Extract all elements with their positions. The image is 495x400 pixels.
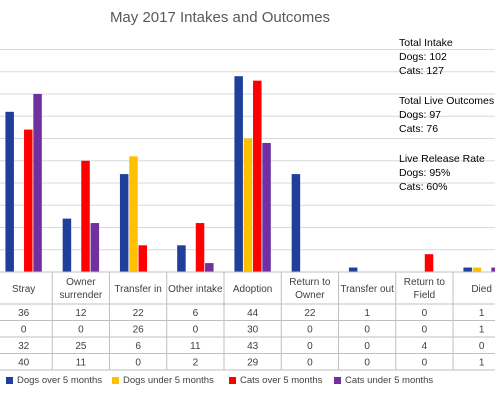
- table-value-transfer-in-dogs-under-5-months: 26: [133, 325, 145, 336]
- legend-label: Dogs over 5 months: [17, 375, 103, 386]
- chart-title: May 2017 Intakes and Outcomes: [109, 9, 331, 26]
- bar-return-to-owner-dogs-over-5-months: [291, 174, 301, 272]
- category-label-transfer-in: Transfer in: [114, 284, 161, 295]
- table-value-adoption-dogs-over-5-months: 44: [247, 308, 259, 319]
- table-value-stray-cats-under-5-months: 40: [18, 358, 30, 369]
- bar-transfer-in-dogs-over-5-months: [119, 174, 129, 272]
- legend-swatch: [229, 377, 236, 384]
- bar-other-intake-cats-over-5-months: [195, 223, 205, 272]
- table-value-return-to-field-dogs-under-5-months: 0: [422, 325, 428, 336]
- table-value-return-to-owner-dogs-over-5-months: 22: [304, 308, 316, 319]
- category-label-transfer-out: Transfer out: [340, 284, 394, 295]
- legend-swatch: [6, 377, 13, 384]
- total-live-outcomes-box: Total Live Outcomes Dogs: 97 Cats: 76: [399, 94, 494, 136]
- bar-other-intake-cats-under-5-months: [205, 263, 214, 272]
- total-intake-dogs: Dogs: 102: [399, 51, 447, 63]
- table-value-other-intake-cats-over-5-months: 11: [190, 341, 201, 352]
- table-value-died-cats-over-5-months: 0: [479, 341, 485, 352]
- legend-swatch: [334, 377, 341, 384]
- table-value-owner-surrender-dogs-over-5-months: 12: [75, 308, 87, 319]
- table-value-return-to-field-cats-under-5-months: 0: [422, 358, 428, 369]
- bar-transfer-out-dogs-over-5-months: [348, 267, 358, 272]
- table-value-return-to-field-cats-over-5-months: 4: [422, 341, 428, 352]
- live-release-rate-box: Live Release Rate Dogs: 95% Cats: 60%: [399, 152, 485, 194]
- legend-item-dogs-under-5-months: Dogs under 5 months: [112, 375, 214, 386]
- category-label-died: Died: [471, 284, 492, 295]
- bar-transfer-in-cats-over-5-months: [138, 245, 148, 272]
- category-label-return-to-field: Return to: [404, 277, 446, 288]
- live-release-rate-cats: Cats: 60%: [399, 181, 448, 193]
- bar-died-dogs-under-5-months: [472, 267, 482, 272]
- table-value-return-to-owner-cats-under-5-months: 0: [307, 358, 313, 369]
- table-value-transfer-in-dogs-over-5-months: 22: [133, 308, 145, 319]
- table-value-owner-surrender-cats-over-5-months: 25: [75, 341, 87, 352]
- table-value-adoption-cats-under-5-months: 29: [247, 358, 259, 369]
- table-value-return-to-owner-dogs-under-5-months: 0: [307, 325, 313, 336]
- category-label-stray: Stray: [12, 284, 35, 295]
- bar-return-to-field-cats-over-5-months: [424, 254, 434, 272]
- bar-other-intake-dogs-over-5-months: [177, 245, 186, 272]
- table-value-died-dogs-under-5-months: 1: [479, 325, 485, 336]
- category-label-return-to-owner: Owner: [295, 290, 325, 301]
- table-value-transfer-out-cats-over-5-months: 0: [364, 341, 370, 352]
- bar-adoption-dogs-under-5-months: [243, 138, 253, 272]
- total-live-outcomes-dogs: Dogs: 97: [399, 109, 442, 121]
- bar-adoption-cats-under-5-months: [262, 142, 271, 272]
- table-value-return-to-owner-cats-over-5-months: 0: [307, 341, 313, 352]
- bar-adoption-cats-over-5-months: [253, 80, 262, 273]
- total-intake-cats: Cats: 127: [399, 65, 444, 77]
- table-value-stray-dogs-over-5-months: 36: [18, 308, 30, 319]
- table-value-died-dogs-over-5-months: 1: [479, 308, 485, 319]
- table-value-adoption-dogs-under-5-months: 30: [247, 325, 259, 336]
- table-value-transfer-out-cats-under-5-months: 0: [364, 358, 370, 369]
- legend-item-dogs-over-5-months: Dogs over 5 months: [6, 375, 102, 386]
- legend-item-cats-under-5-months: Cats under 5 months: [334, 375, 433, 386]
- total-intake-box: Total Intake Dogs: 102 Cats: 127: [399, 36, 453, 78]
- bar-chart: Stray Owner surrender Transfer in Other inta…: [0, 49, 495, 371]
- bar-stray-cats-under-5-months: [33, 94, 42, 272]
- legend-swatch: [112, 377, 119, 384]
- bar-died-dogs-over-5-months: [463, 267, 472, 272]
- total-live-outcomes-heading: Total Live Outcomes: [399, 95, 495, 107]
- legend-label: Dogs under 5 months: [123, 375, 214, 386]
- bar-stray-cats-over-5-months: [24, 129, 33, 272]
- category-label-return-to-field: Field: [414, 290, 436, 301]
- bar-died-cats-under-5-months: [491, 267, 495, 272]
- table-value-stray-cats-over-5-months: 32: [18, 341, 30, 352]
- bar-owner-surrender-cats-under-5-months: [90, 223, 100, 272]
- table-value-owner-surrender-dogs-under-5-months: 0: [78, 325, 84, 336]
- table-value-transfer-in-cats-over-5-months: 6: [135, 341, 141, 352]
- bar-owner-surrender-cats-over-5-months: [81, 160, 90, 272]
- category-label-owner-surrender: Owner: [66, 277, 96, 288]
- table-value-transfer-in-cats-under-5-months: 0: [135, 358, 141, 369]
- table-value-died-cats-under-5-months: 1: [479, 358, 485, 369]
- legend-label: Cats under 5 months: [345, 375, 434, 386]
- table-value-other-intake-dogs-under-5-months: 0: [193, 325, 199, 336]
- table-value-owner-surrender-cats-under-5-months: 11: [76, 358, 87, 369]
- live-release-rate-heading: Live Release Rate: [399, 153, 485, 165]
- table-value-adoption-cats-over-5-months: 43: [247, 341, 259, 352]
- bar-stray-dogs-over-5-months: [5, 111, 14, 272]
- bar-owner-surrender-dogs-over-5-months: [62, 218, 72, 272]
- bar-transfer-in-dogs-under-5-months: [129, 156, 138, 272]
- legend-label: Cats over 5 months: [240, 375, 323, 386]
- bar-adoption-dogs-over-5-months: [234, 76, 243, 272]
- live-release-rate-dogs: Dogs: 95%: [399, 167, 451, 179]
- table-value-other-intake-cats-under-5-months: 2: [193, 358, 199, 369]
- table-value-return-to-field-dogs-over-5-months: 0: [422, 308, 428, 319]
- table-value-stray-dogs-under-5-months: 0: [21, 325, 27, 336]
- total-intake-heading: Total Intake: [399, 37, 453, 49]
- category-label-owner-surrender: surrender: [59, 290, 102, 301]
- category-label-return-to-owner: Return to: [289, 277, 331, 288]
- table-value-transfer-out-dogs-under-5-months: 0: [364, 325, 370, 336]
- total-live-outcomes-cats: Cats: 76: [399, 123, 439, 135]
- table-value-other-intake-dogs-over-5-months: 6: [193, 308, 199, 319]
- category-label-adoption: Adoption: [233, 284, 272, 295]
- legend-item-cats-over-5-months: Cats over 5 months: [229, 375, 322, 386]
- table-value-transfer-out-dogs-over-5-months: 1: [364, 308, 370, 319]
- category-label-other-intake: Other intake: [168, 284, 223, 295]
